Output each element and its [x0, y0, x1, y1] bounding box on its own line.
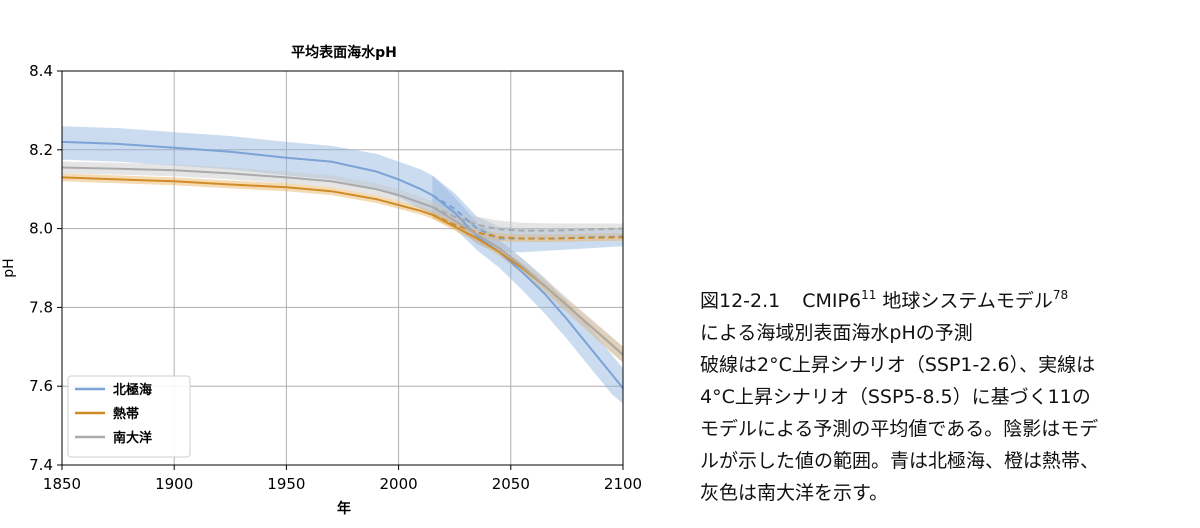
axis-ticks: 1850 1900 1950 2000 2050 2100 7.4 7.6 7.8 8.0 8.2 8…: [29, 62, 642, 493]
x-tick-label: 1950: [267, 475, 305, 493]
range-band-historical: [62, 161, 433, 213]
y-tick-label: 7.4: [29, 456, 53, 474]
plot-frame: [61, 70, 624, 466]
series-line-ssp585: [431, 206, 624, 356]
figure-label: 図12-2.1: [700, 290, 781, 312]
range-bands: [62, 126, 623, 404]
caption-text-1b: 地球システムモデル: [876, 290, 1053, 312]
caption-line-7: 灰色は南大洋を示す。: [700, 482, 889, 504]
legend-label: 熱帯: [113, 406, 139, 422]
range-band-ssp126: [432, 210, 623, 242]
x-axis-label: 年: [337, 500, 351, 517]
series-line-ssp126: [431, 205, 624, 232]
range-band-ssp585: [432, 175, 623, 404]
caption-line-1: 図12-2.1 CMIP611 地球システムモデル78: [700, 285, 1190, 317]
y-axis-label: pH: [1, 258, 17, 277]
x-tick-label: 1850: [43, 475, 81, 493]
y-tick-label: 7.8: [29, 298, 53, 316]
caption-line-3: 破線は2°C上昇シナリオ（SSP1-2.6）、実線は: [700, 354, 1096, 376]
chart-title: 平均表面海水pH: [291, 44, 397, 61]
footnote-ref-1: 11: [861, 288, 877, 302]
caption-text-1a: CMIP6: [802, 290, 862, 312]
legend-label: 北極海: [113, 382, 152, 398]
footnote-ref-2: 78: [1052, 288, 1069, 302]
series-line-ssp126: [431, 213, 624, 240]
series-lines: [61, 140, 624, 389]
y-tick-label: 8.2: [29, 141, 53, 159]
range-band-ssp585: [432, 210, 623, 363]
series-line-historical: [61, 140, 433, 196]
caption-line-4: 4°C上昇シナリオ（SSP5-8.5）に基づく11の: [700, 386, 1091, 408]
caption-line-2: による海域別表面海水pHの予測: [700, 322, 973, 344]
y-tick-label: 7.6: [29, 377, 53, 395]
series-line-historical: [61, 166, 433, 208]
figure-caption: 図12-2.1 CMIP611 地球システムモデル78 による海域別表面海水pHの…: [700, 285, 1190, 509]
range-band-historical: [62, 126, 433, 215]
series-line-historical: [61, 176, 433, 216]
x-tick-label: 1900: [155, 475, 193, 493]
x-tick-label: 2000: [380, 475, 418, 493]
x-tick-label: 2050: [492, 475, 530, 493]
y-tick-label: 8.4: [29, 62, 53, 80]
range-band-ssp126: [432, 201, 623, 239]
series-line-ssp585: [431, 194, 624, 389]
legend-label: 南大洋: [113, 430, 152, 446]
x-tick-label: 2100: [604, 475, 642, 493]
caption-line-5: モデルによる予測の平均値である。陰影はモデ: [700, 418, 1099, 440]
y-tick-label: 8.0: [29, 220, 53, 238]
caption-line-6: ルが示した値の範囲。青は北極海、橙は熱帯、: [700, 450, 1100, 472]
